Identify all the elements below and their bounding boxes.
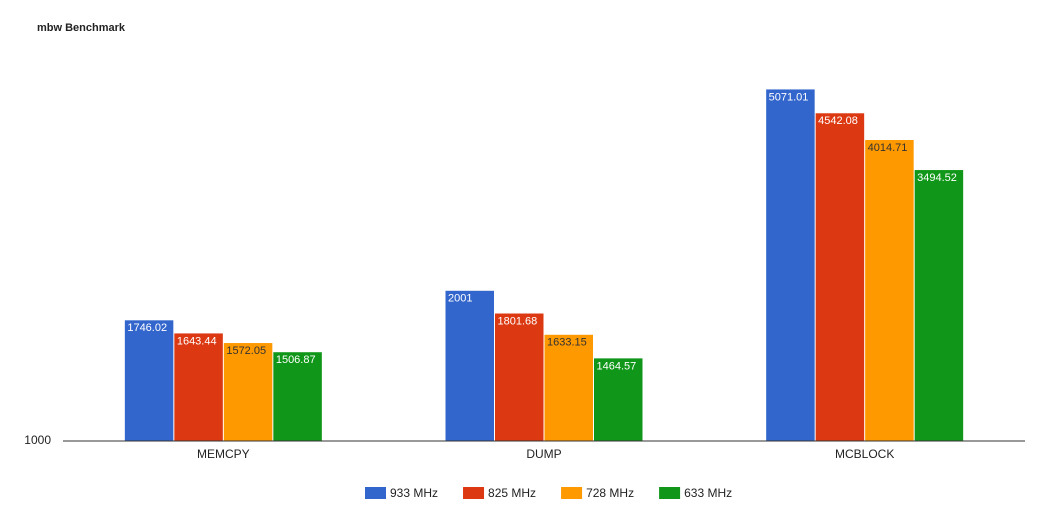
- value-label: 1633.15: [547, 337, 587, 349]
- legend-label: 933 MHz: [390, 486, 438, 500]
- legend-label: 728 MHz: [586, 486, 634, 500]
- bar: [544, 334, 593, 441]
- legend-swatch: [659, 487, 681, 499]
- bar: [766, 89, 815, 442]
- legend-swatch: [365, 487, 386, 499]
- bar: [914, 170, 964, 441]
- x-tick-label: DUMP: [526, 447, 561, 461]
- bar: [124, 320, 174, 441]
- bar: [174, 333, 223, 441]
- value-label: 5071.01: [769, 91, 809, 103]
- value-label: 1643.44: [177, 335, 217, 347]
- legend-swatch: [561, 487, 583, 499]
- value-label: 1801.68: [498, 315, 538, 327]
- bar: [865, 140, 914, 441]
- value-label: 1506.87: [276, 354, 316, 366]
- value-label: 4014.71: [868, 142, 908, 154]
- value-label: 2001: [448, 293, 472, 305]
- bar: [495, 313, 544, 441]
- x-tick-label: MEMCPY: [197, 447, 250, 461]
- legend-swatch: [463, 487, 485, 499]
- bar: [445, 290, 494, 441]
- bar: [273, 352, 322, 441]
- bar: [815, 113, 865, 441]
- bar: [223, 343, 273, 441]
- value-label: 1746.02: [127, 322, 167, 334]
- value-label: 4542.08: [818, 115, 858, 127]
- value-label: 1572.05: [226, 345, 266, 357]
- value-label: 1464.57: [597, 360, 637, 372]
- y-tick-label: 1000: [24, 433, 51, 447]
- legend-label: 825 MHz: [488, 486, 536, 500]
- x-tick-label: MCBLOCK: [835, 447, 894, 461]
- chart-title: mbw Benchmark: [37, 22, 126, 34]
- legend-label: 633 MHz: [684, 486, 732, 500]
- value-label: 3494.52: [917, 172, 957, 184]
- bar: [594, 358, 643, 441]
